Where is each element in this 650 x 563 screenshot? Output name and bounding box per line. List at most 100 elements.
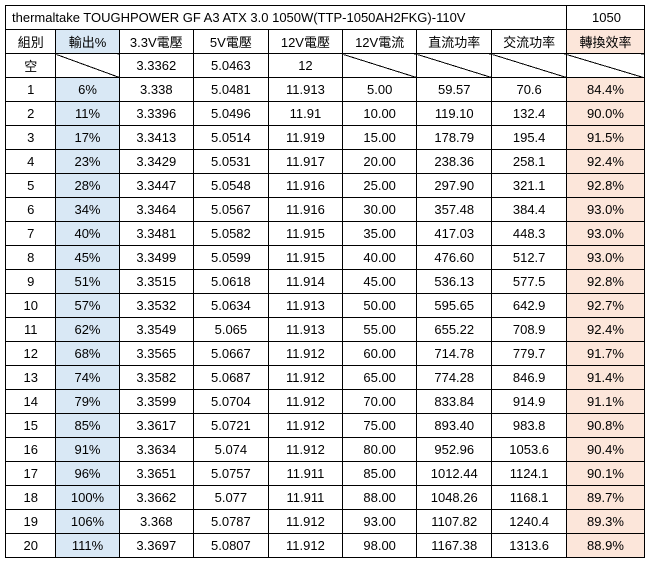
cell-v12: 11.911 [268,462,343,486]
cell-i12: 80.00 [343,438,417,462]
cell-i12: 45.00 [343,270,417,294]
cell-eff: 89.7% [566,486,644,510]
cell-pct: 68% [56,342,119,366]
idle-v12: 12 [268,54,343,78]
table-row: 317%3.34135.051411.91915.00178.79195.491… [6,126,645,150]
cell-eff: 89.3% [566,510,644,534]
cell-i12: 20.00 [343,150,417,174]
cell-v5: 5.077 [194,486,269,510]
cell-ac: 70.6 [492,78,567,102]
cell-dc: 714.78 [417,342,492,366]
psu-data-table: thermaltake TOUGHPOWER GF A3 ATX 3.0 105… [5,5,645,558]
cell-group: 18 [6,486,56,510]
cell-pct: 106% [56,510,119,534]
cell-v33: 3.3565 [119,342,194,366]
cell-ac: 577.5 [492,270,567,294]
table-row: 1057%3.35325.063411.91350.00595.65642.99… [6,294,645,318]
table-row: 16%3.3385.048111.9135.0059.5770.684.4% [6,78,645,102]
cell-ac: 1168.1 [492,486,567,510]
diag-cell [417,54,492,78]
cell-i12: 70.00 [343,390,417,414]
cell-pct: 11% [56,102,119,126]
cell-group: 7 [6,222,56,246]
hdr-group: 組別 [6,30,56,54]
cell-dc: 119.10 [417,102,492,126]
cell-group: 6 [6,198,56,222]
cell-ac: 1240.4 [492,510,567,534]
cell-v33: 3.338 [119,78,194,102]
cell-eff: 93.0% [566,198,644,222]
cell-v12: 11.912 [268,390,343,414]
hdr-eff: 轉換效率 [566,30,644,54]
cell-dc: 238.36 [417,150,492,174]
cell-i12: 35.00 [343,222,417,246]
cell-v12: 11.912 [268,438,343,462]
cell-v5: 5.0531 [194,150,269,174]
cell-i12: 65.00 [343,366,417,390]
cell-v5: 5.0567 [194,198,269,222]
cell-eff: 92.8% [566,174,644,198]
cell-i12: 98.00 [343,534,417,558]
cell-ac: 983.8 [492,414,567,438]
table-row: 740%3.34815.058211.91535.00417.03448.393… [6,222,645,246]
cell-v5: 5.0687 [194,366,269,390]
cell-v33: 3.3662 [119,486,194,510]
cell-group: 9 [6,270,56,294]
cell-v12: 11.917 [268,150,343,174]
table-row: 951%3.35155.061811.91445.00536.13577.592… [6,270,645,294]
cell-pct: 96% [56,462,119,486]
cell-ac: 1313.6 [492,534,567,558]
cell-group: 4 [6,150,56,174]
cell-v33: 3.3651 [119,462,194,486]
cell-dc: 357.48 [417,198,492,222]
cell-v5: 5.0599 [194,246,269,270]
cell-ac: 384.4 [492,198,567,222]
cell-dc: 476.60 [417,246,492,270]
diag-cell [56,54,119,78]
cell-group: 20 [6,534,56,558]
cell-pct: 62% [56,318,119,342]
cell-v33: 3.3429 [119,150,194,174]
wattage: 1050 [566,6,644,30]
cell-i12: 75.00 [343,414,417,438]
cell-ac: 321.1 [492,174,567,198]
cell-i12: 55.00 [343,318,417,342]
cell-i12: 15.00 [343,126,417,150]
cell-v12: 11.915 [268,222,343,246]
cell-eff: 84.4% [566,78,644,102]
cell-v5: 5.0667 [194,342,269,366]
cell-v33: 3.3396 [119,102,194,126]
table-row: 1691%3.36345.07411.91280.00952.961053.69… [6,438,645,462]
cell-group: 13 [6,366,56,390]
cell-dc: 536.13 [417,270,492,294]
title-row: thermaltake TOUGHPOWER GF A3 ATX 3.0 105… [6,6,645,30]
cell-pct: 34% [56,198,119,222]
diag-cell [566,54,644,78]
cell-v12: 11.916 [268,198,343,222]
cell-v33: 3.3634 [119,438,194,462]
cell-pct: 85% [56,414,119,438]
cell-group: 12 [6,342,56,366]
diag-cell [492,54,567,78]
cell-v5: 5.0496 [194,102,269,126]
cell-dc: 833.84 [417,390,492,414]
cell-group: 14 [6,390,56,414]
table-row: 1268%3.35655.066711.91260.00714.78779.79… [6,342,645,366]
diag-cell [343,54,417,78]
cell-v12: 11.915 [268,246,343,270]
cell-v12: 11.912 [268,510,343,534]
cell-group: 15 [6,414,56,438]
cell-v12: 11.911 [268,486,343,510]
cell-ac: 914.9 [492,390,567,414]
cell-ac: 258.1 [492,150,567,174]
cell-i12: 5.00 [343,78,417,102]
cell-v12: 11.912 [268,414,343,438]
cell-dc: 1167.38 [417,534,492,558]
cell-v5: 5.0481 [194,78,269,102]
product-title: thermaltake TOUGHPOWER GF A3 ATX 3.0 105… [6,6,567,30]
cell-dc: 655.22 [417,318,492,342]
cell-v5: 5.0787 [194,510,269,534]
cell-v5: 5.0634 [194,294,269,318]
idle-v5: 5.0463 [194,54,269,78]
hdr-v12: 12V電壓 [268,30,343,54]
